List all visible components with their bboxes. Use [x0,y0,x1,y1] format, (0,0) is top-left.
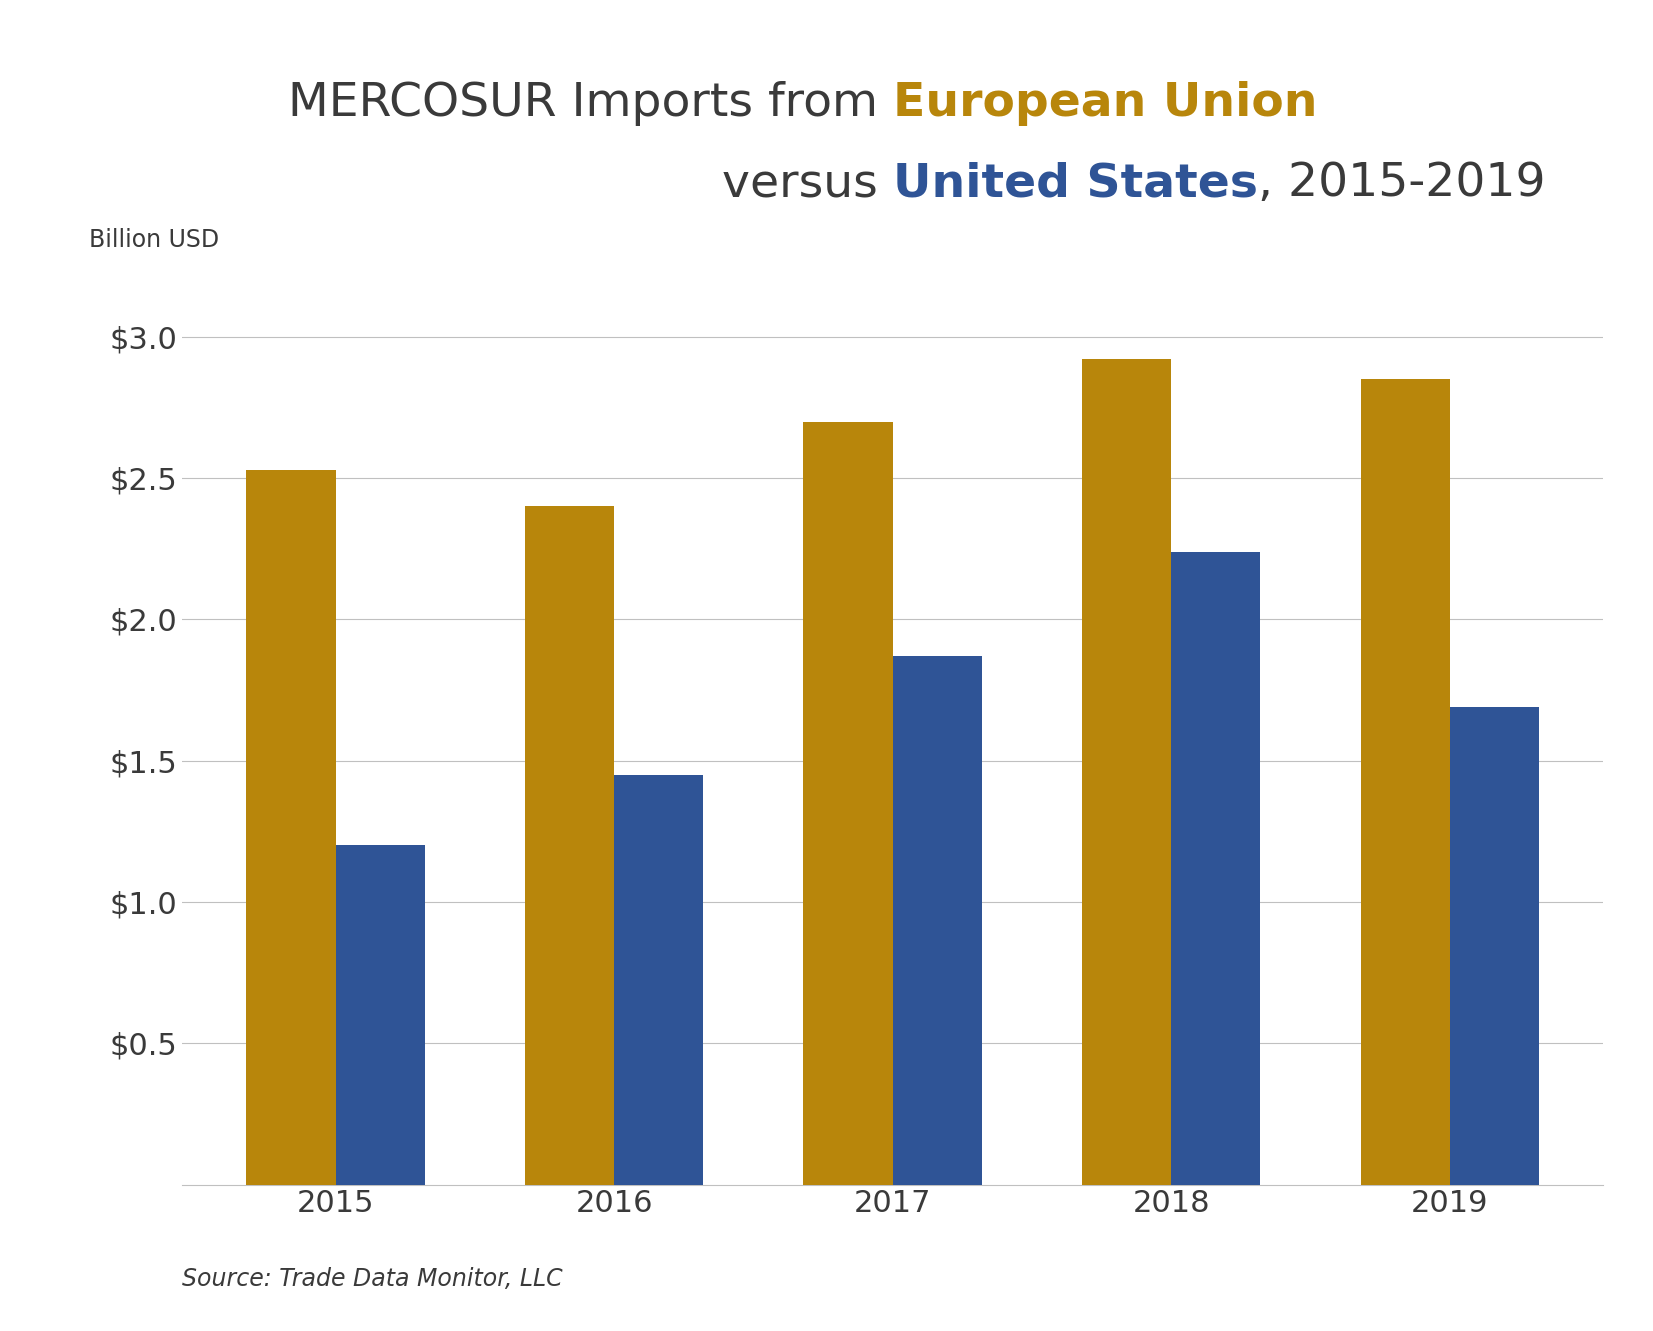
Text: United States: United States [893,161,1258,206]
Text: MERCOSUR Imports from: MERCOSUR Imports from [288,81,893,126]
Bar [803,422,893,1185]
Bar [615,775,703,1185]
Text: European Union: European Union [893,81,1317,126]
Bar [1170,551,1260,1185]
Bar [1450,707,1539,1185]
Bar [246,470,336,1185]
Text: versus: versus [722,161,893,206]
Bar [1083,359,1170,1185]
Text: , 2015-2019: , 2015-2019 [1258,161,1546,206]
Bar [336,845,425,1185]
Bar [893,656,982,1185]
Bar [1360,379,1450,1185]
Bar [526,506,615,1185]
Text: Billion USD: Billion USD [89,229,220,253]
Text: Source: Trade Data Monitor, LLC: Source: Trade Data Monitor, LLC [182,1267,562,1291]
